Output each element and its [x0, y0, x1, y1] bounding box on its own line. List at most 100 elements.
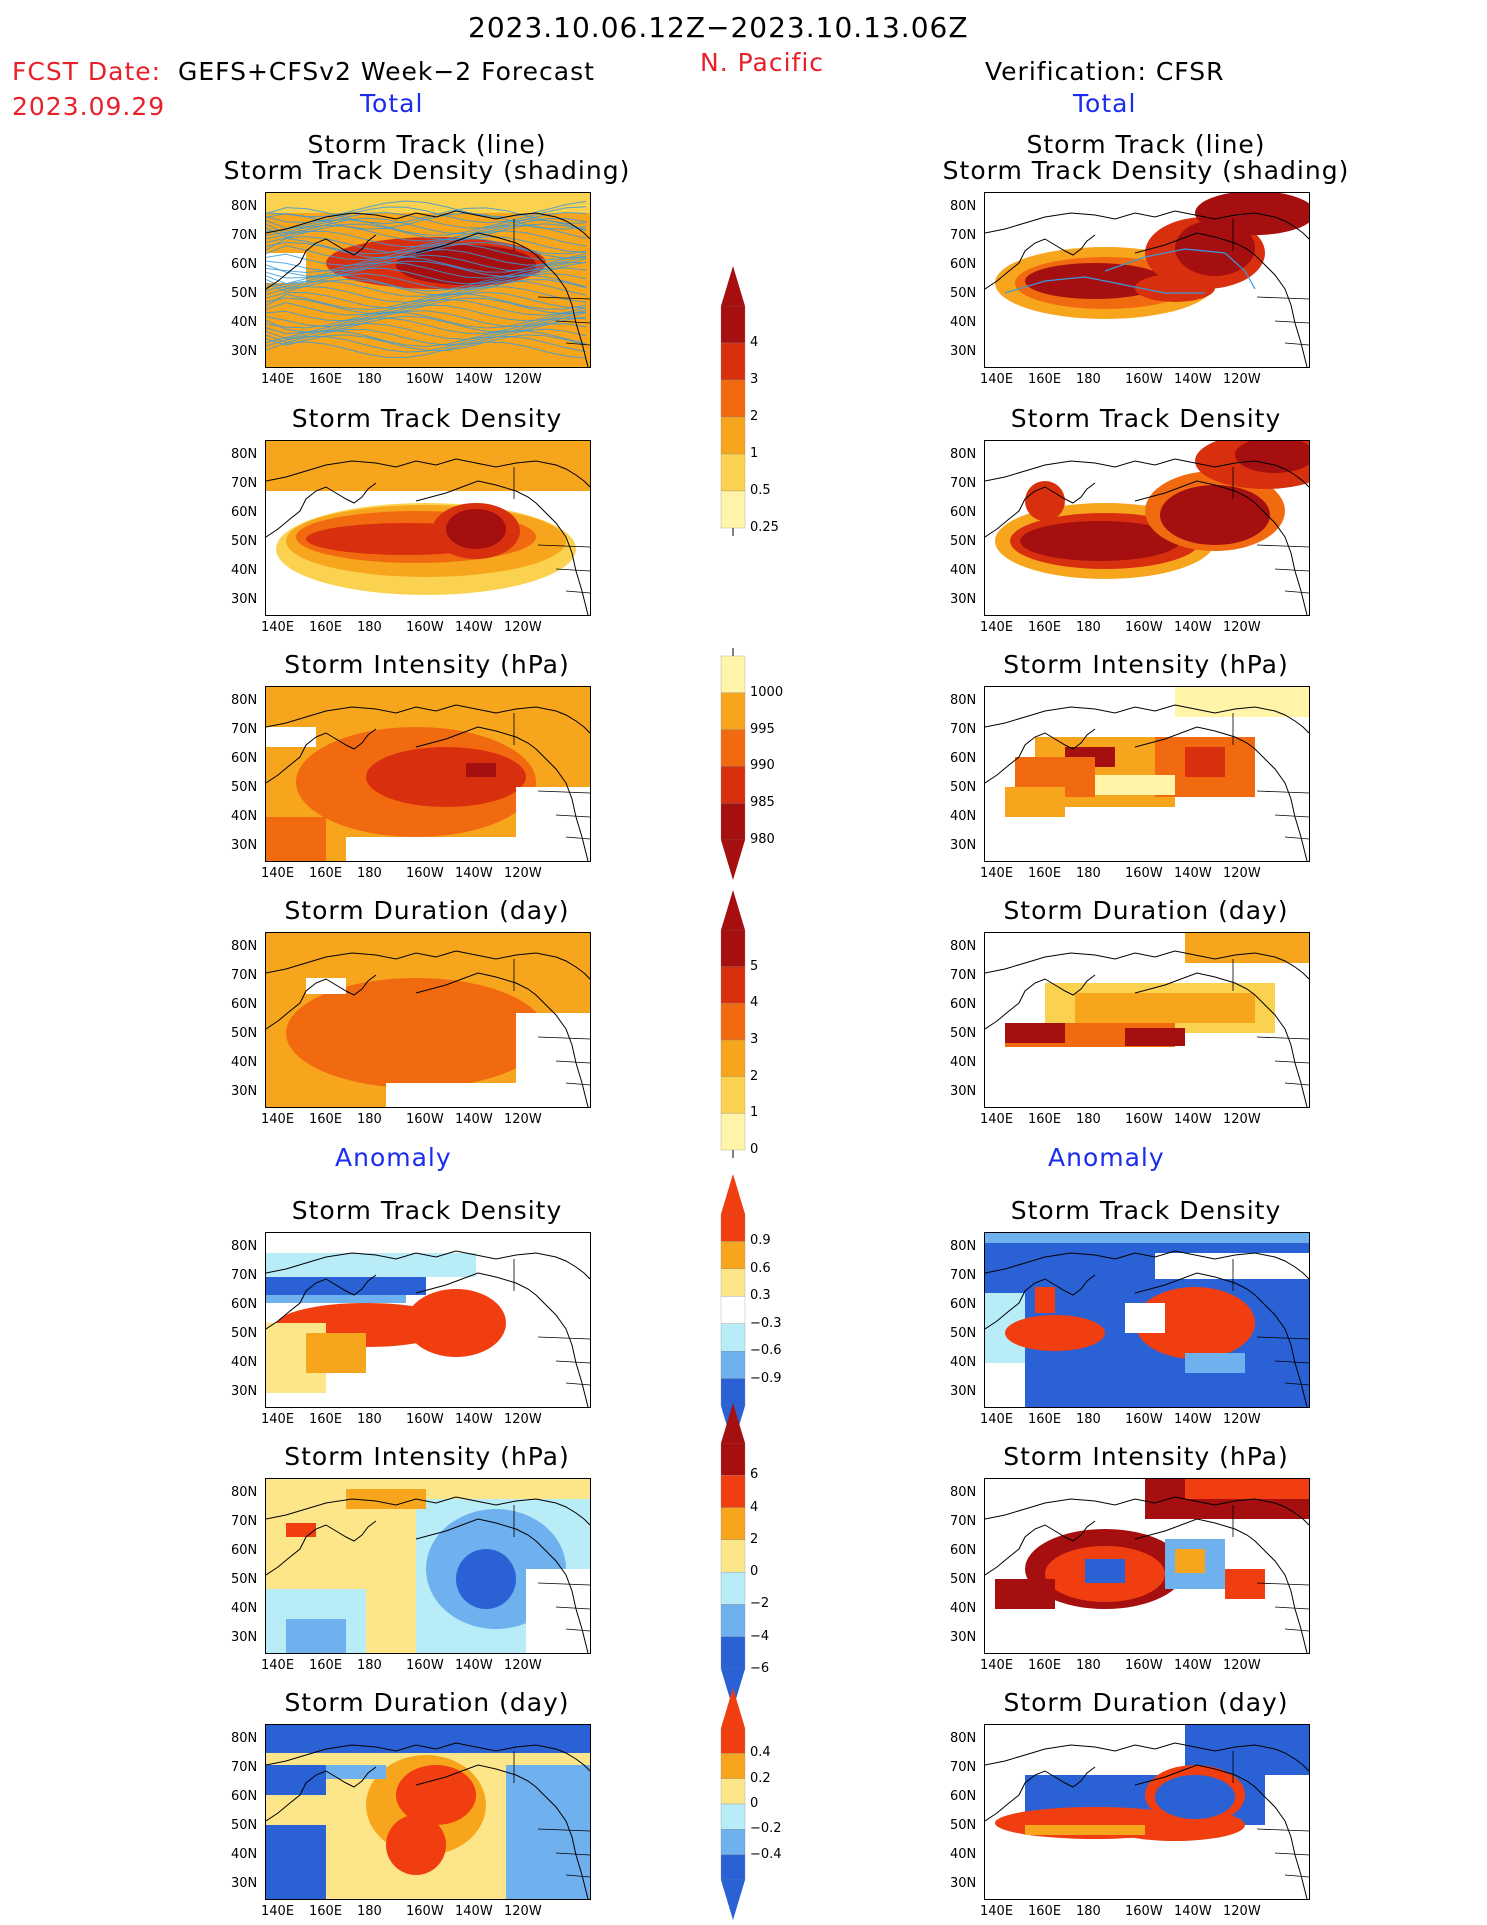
- lon-tick-label: 120W: [1223, 1658, 1261, 1673]
- lon-tick-label: 140E: [261, 866, 295, 881]
- lon-tick-label: 140E: [980, 1112, 1014, 1127]
- colorbar-tick-label: 0.5: [750, 483, 771, 498]
- lon-tick-label: 120W: [1223, 372, 1261, 387]
- colorbar-segment: [720, 1727, 746, 1754]
- colorbar-tick-label: 4: [750, 335, 759, 350]
- colorbar-anom-density: [720, 1174, 746, 1446]
- lat-tick-label: 30N: [231, 1876, 258, 1891]
- lat-tick-label: 60N: [231, 257, 258, 272]
- map-panel-faIntensity: [265, 1478, 591, 1654]
- lon-tick-label: 140E: [980, 1412, 1014, 1427]
- lon-tick-label: 140W: [455, 866, 493, 881]
- colorbar-tick-label: 0.9: [750, 1233, 771, 1249]
- colorbar-segment: [720, 1039, 746, 1077]
- colorbar-segment: [720, 929, 746, 967]
- lat-tick-label: 40N: [231, 1355, 258, 1370]
- colorbar-segment: [720, 1350, 746, 1379]
- lon-tick-label: 160E: [309, 620, 343, 635]
- lat-tick-label: 80N: [950, 1485, 977, 1500]
- lon-tick-label: 140W: [1174, 1112, 1212, 1127]
- colorbar-segment: [720, 1571, 746, 1605]
- lon-tick-label: 140E: [261, 1112, 295, 1127]
- lon-tick-label: 160E: [309, 372, 343, 387]
- lat-tick-label: 40N: [950, 563, 977, 578]
- lat-tick-label: 70N: [231, 968, 258, 983]
- lon-tick-label: 140W: [1174, 1904, 1212, 1919]
- lon-tick-label: 160W: [406, 866, 444, 881]
- lon-tick-label: 160W: [406, 1412, 444, 1427]
- lat-tick-label: 50N: [231, 1326, 258, 1341]
- fcst-date-label: FCST Date:: [12, 57, 162, 86]
- lat-tick-label: 60N: [950, 1789, 977, 1804]
- colorbar-segment: [720, 803, 746, 841]
- lon-tick-label: 140E: [261, 1412, 295, 1427]
- panel-title-duration: Storm Duration (day): [1003, 1688, 1289, 1717]
- lon-tick-label: 140E: [261, 1658, 295, 1673]
- colorbar-segment: [720, 1829, 746, 1855]
- lat-tick-label: 40N: [950, 1601, 977, 1616]
- colorbar-tick-label: 1000: [750, 684, 784, 700]
- lat-tick-label: 60N: [950, 505, 977, 520]
- lat-tick-label: 50N: [231, 286, 258, 301]
- lat-tick-label: 60N: [950, 257, 977, 272]
- colorbar-segment: [720, 1323, 746, 1352]
- lat-tick-label: 40N: [950, 1055, 977, 1070]
- map-shading: [266, 687, 590, 861]
- colorbar-segment: [720, 655, 746, 693]
- lon-tick-label: 180: [357, 1112, 382, 1127]
- lon-tick-label: 160E: [309, 866, 343, 881]
- lon-tick-label: 160W: [1125, 620, 1163, 635]
- lat-tick-label: 50N: [950, 534, 977, 549]
- lat-tick-label: 80N: [950, 693, 977, 708]
- lat-tick-label: 40N: [950, 1355, 977, 1370]
- colorbar-duration: [720, 890, 746, 1158]
- colorbar-segment: [720, 1213, 746, 1242]
- colorbar-tick-label: −2: [750, 1596, 770, 1612]
- lat-tick-label: 30N: [950, 838, 977, 853]
- colorbar-tick-label: 0.2: [750, 1770, 771, 1786]
- colorbar-segment: [720, 490, 746, 529]
- colorbar-segment: [720, 692, 746, 730]
- lat-tick-label: 60N: [231, 997, 258, 1012]
- colorbar-arrow-top: [721, 890, 745, 930]
- lat-tick-label: 50N: [231, 780, 258, 795]
- colorbar-tick-label: 980: [750, 832, 775, 847]
- colorbar-segment: [720, 1475, 746, 1508]
- lat-tick-label: 70N: [950, 1514, 977, 1529]
- colorbar-tick-label: 1: [750, 446, 759, 461]
- map-panel-vaDuration: [984, 1724, 1310, 1900]
- colorbar-segment: [720, 729, 746, 767]
- lat-tick-label: 50N: [950, 1026, 977, 1041]
- lat-tick-label: 30N: [231, 1630, 258, 1645]
- lat-tick-label: 80N: [231, 693, 258, 708]
- colorbar-segment: [720, 342, 746, 381]
- panel-title-track-line: Storm Track (line): [307, 130, 547, 159]
- lon-tick-label: 140W: [1174, 1658, 1212, 1673]
- colorbar-tick-label: 1: [750, 1105, 759, 1121]
- lat-tick-label: 70N: [950, 968, 977, 983]
- lon-tick-label: 140E: [980, 866, 1014, 881]
- lat-tick-label: 80N: [231, 1239, 258, 1254]
- colorbar-segment: [720, 1076, 746, 1114]
- colorbar-segment: [720, 1854, 746, 1881]
- colorbar-tick-label: 4: [750, 1499, 759, 1515]
- lon-tick-label: 120W: [504, 1412, 542, 1427]
- lat-tick-label: 30N: [231, 592, 258, 607]
- lon-tick-label: 120W: [504, 1112, 542, 1127]
- lon-tick-label: 160W: [1125, 1412, 1163, 1427]
- colorbar-tick-label: 0: [750, 1564, 759, 1580]
- lat-tick-label: 80N: [231, 1485, 258, 1500]
- lat-tick-label: 60N: [231, 751, 258, 766]
- colorbar-tick-label: 0.6: [750, 1260, 771, 1276]
- lon-tick-label: 180: [1076, 372, 1101, 387]
- lon-tick-label: 160E: [1028, 372, 1062, 387]
- lon-tick-label: 140W: [455, 1412, 493, 1427]
- colorbar-tick-label: 0.25: [750, 520, 779, 535]
- lon-tick-label: 140E: [261, 620, 295, 635]
- lat-tick-label: 30N: [950, 1876, 977, 1891]
- map-shading: [985, 687, 1309, 861]
- lon-tick-label: 120W: [504, 620, 542, 635]
- lat-tick-label: 50N: [950, 1818, 977, 1833]
- colorbar-segment: [720, 1539, 746, 1573]
- colorbar-tick-label: 0.3: [750, 1288, 771, 1304]
